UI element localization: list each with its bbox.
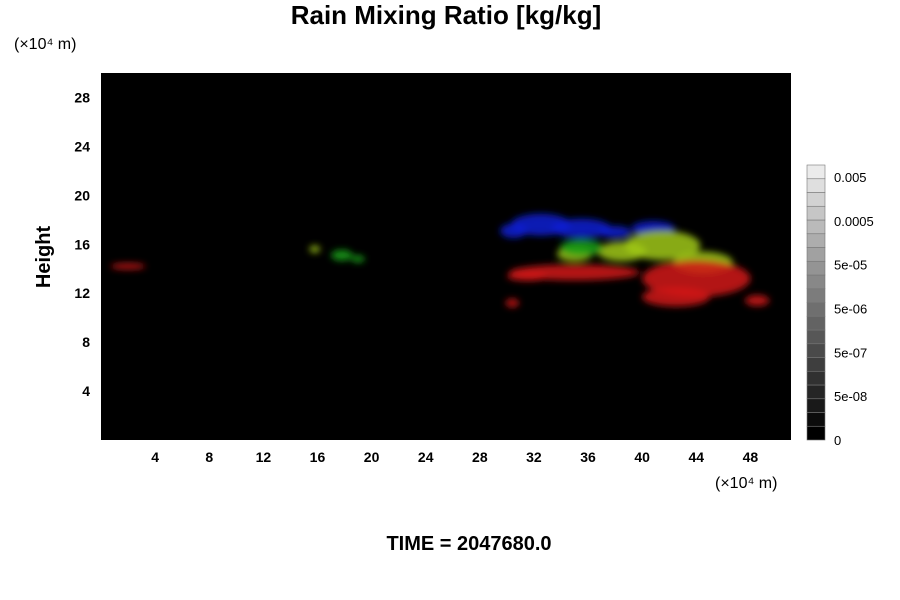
colorbar-step-11 bbox=[806, 274, 826, 290]
colorbar-step-7 bbox=[806, 329, 826, 345]
colorbar-step-13 bbox=[806, 247, 826, 262]
x-tick-label-20: 20 bbox=[364, 449, 380, 465]
colorbar-step-15 bbox=[806, 219, 826, 235]
colorbar-step-12 bbox=[806, 260, 826, 276]
time-annotation: TIME = 2047680.0 bbox=[386, 533, 551, 555]
colorbar-label-2: 5e-07 bbox=[834, 345, 867, 360]
colorbar-label-5: 0.0005 bbox=[834, 214, 874, 229]
x-tick-label-16: 16 bbox=[310, 449, 326, 465]
rain-blob-3-4 bbox=[745, 295, 770, 307]
y-tick-label-4: 4 bbox=[82, 383, 90, 399]
colorbar-step-17 bbox=[806, 192, 826, 207]
x-tick-label-28: 28 bbox=[472, 449, 488, 465]
colorbar-step-3 bbox=[806, 384, 826, 400]
x-unit-label: (×10⁴ m) bbox=[715, 475, 777, 492]
colorbar-step-1 bbox=[806, 412, 826, 427]
rain-blob-0-4 bbox=[598, 225, 632, 239]
colorbar-step-19 bbox=[806, 164, 826, 180]
y-tick-label-20: 20 bbox=[74, 187, 90, 203]
rain-blob-3-1 bbox=[642, 287, 710, 307]
rain-field bbox=[110, 213, 770, 308]
rain-blob-3-3 bbox=[506, 271, 548, 281]
colorbar-step-6 bbox=[806, 343, 826, 358]
x-tick-label-32: 32 bbox=[526, 449, 542, 465]
rain-blob-1-4 bbox=[309, 245, 321, 253]
colorbar-step-16 bbox=[806, 205, 826, 221]
x-axis-ticks: 4 8 12 16 20 24 28 32 36 40 44 48 bbox=[151, 449, 758, 465]
x-tick-label-36: 36 bbox=[580, 449, 596, 465]
x-tick-label-24: 24 bbox=[418, 449, 434, 465]
x-tick-label-12: 12 bbox=[256, 449, 272, 465]
colorbar-label-6: 0.005 bbox=[834, 170, 867, 185]
rain-blob-3-5 bbox=[505, 298, 520, 308]
y-tick-label-12: 12 bbox=[74, 285, 90, 301]
x-tick-label-40: 40 bbox=[634, 449, 650, 465]
colorbar-label-0: 0 bbox=[834, 433, 841, 448]
y-tick-label-24: 24 bbox=[74, 138, 90, 154]
colorbar-label-3: 5e-06 bbox=[834, 302, 867, 317]
colorbar-step-2 bbox=[806, 398, 826, 413]
colorbar-step-4 bbox=[806, 370, 826, 386]
y-unit-label: (×10⁴ m) bbox=[14, 36, 76, 53]
chart-title: Rain Mixing Ratio [kg/kg] bbox=[291, 0, 602, 30]
rain-blob-2-0 bbox=[559, 239, 603, 257]
y-tick-label-16: 16 bbox=[74, 236, 90, 252]
colorbar-label-1: 5e-08 bbox=[834, 389, 867, 404]
colorbar-step-0 bbox=[806, 425, 826, 441]
y-axis-ticks: 4 8 12 16 20 24 28 bbox=[74, 89, 90, 399]
x-tick-label-8: 8 bbox=[205, 449, 213, 465]
colorbar-step-14 bbox=[806, 233, 826, 248]
rain-blob-2-1 bbox=[331, 249, 353, 261]
colorbar-step-8 bbox=[806, 315, 826, 331]
colorbar-step-9 bbox=[806, 302, 826, 317]
x-tick-label-48: 48 bbox=[743, 449, 759, 465]
rain-blob-1-2 bbox=[597, 241, 647, 262]
x-tick-label-44: 44 bbox=[689, 449, 705, 465]
x-tick-label-4: 4 bbox=[151, 449, 159, 465]
rain-blob-2-2 bbox=[351, 255, 365, 263]
rain-blob-0-1 bbox=[551, 218, 612, 239]
y-tick-label-28: 28 bbox=[74, 89, 90, 105]
colorbar-step-5 bbox=[806, 357, 826, 372]
rain-blob-3-6 bbox=[110, 263, 146, 270]
colorbar-label-4: 5e-05 bbox=[834, 258, 867, 273]
colorbar-step-18 bbox=[806, 178, 826, 193]
colorbar: 0 5e-08 5e-07 5e-06 5e-05 0.0005 0.005 bbox=[806, 164, 874, 448]
rain-blob-0-2 bbox=[500, 223, 528, 239]
colorbar-step-10 bbox=[806, 288, 826, 303]
y-tick-label-8: 8 bbox=[82, 334, 90, 350]
y-axis-label: Height bbox=[33, 226, 55, 289]
